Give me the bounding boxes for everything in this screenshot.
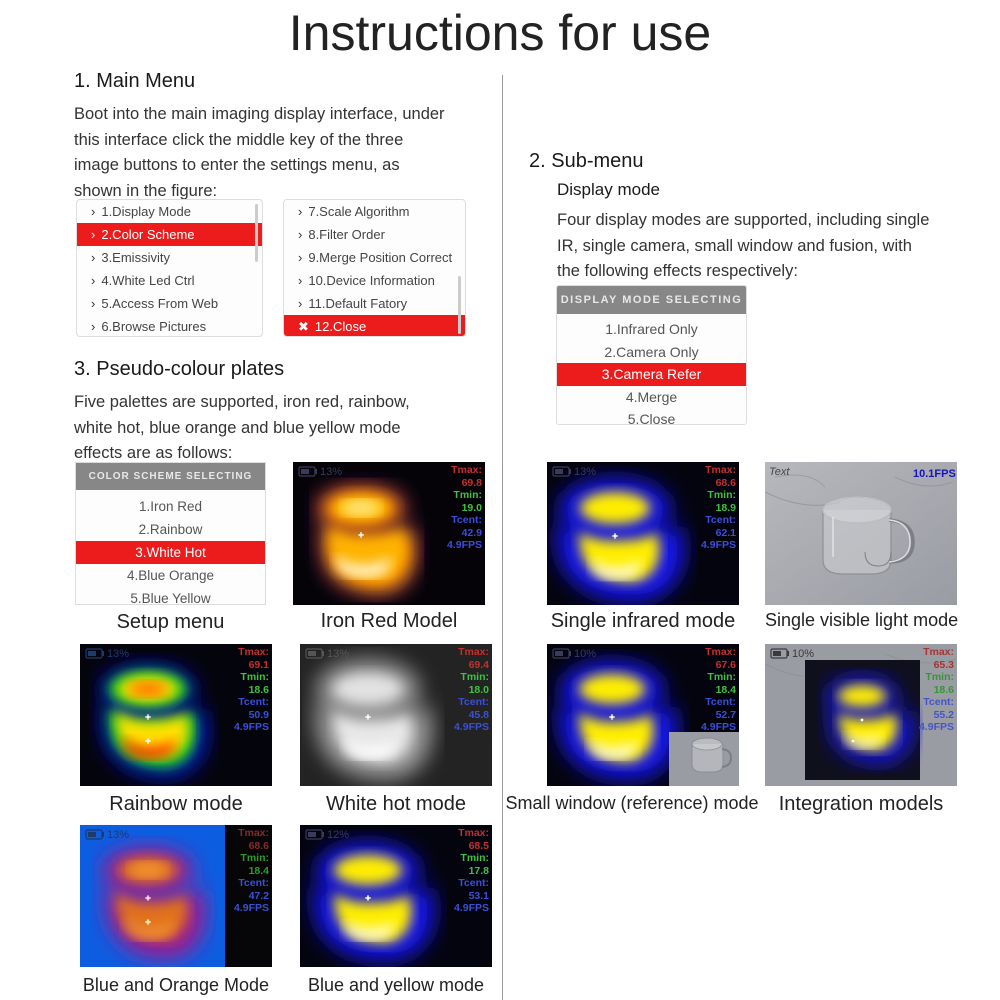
svg-text:13%: 13% — [107, 829, 129, 841]
svg-text:10.1FPS: 10.1FPS — [913, 468, 956, 480]
svg-text:13%: 13% — [107, 648, 129, 660]
svg-text:13%: 13% — [327, 648, 349, 660]
svg-text:10%: 10% — [574, 648, 596, 660]
svg-text:13%: 13% — [574, 466, 596, 478]
svg-text:12%: 12% — [327, 829, 349, 841]
svg-text:10%: 10% — [792, 648, 814, 660]
svg-text:13%: 13% — [320, 466, 342, 478]
svg-text:Text: Text — [769, 466, 790, 478]
